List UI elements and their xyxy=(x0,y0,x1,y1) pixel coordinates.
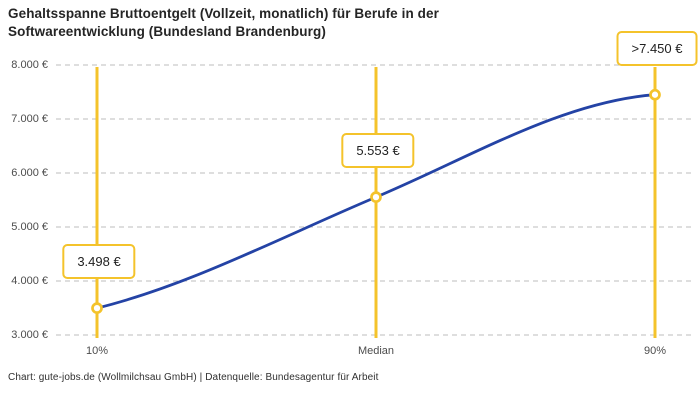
y-tick-label: 5.000 € xyxy=(11,221,48,233)
chart-title-line1: Gehaltsspanne Bruttoentgelt (Vollzeit, m… xyxy=(8,6,439,21)
chart-footer: Chart: gute-jobs.de (Wollmilchsau GmbH) … xyxy=(8,372,379,383)
data-point-marker xyxy=(91,302,103,314)
value-label-90: >7.450 € xyxy=(616,30,698,66)
y-tick-label: 3.000 € xyxy=(11,329,48,341)
data-point-marker xyxy=(649,88,661,101)
data-point-marker xyxy=(370,191,382,203)
y-tick-label: 8.000 € xyxy=(11,59,48,71)
chart-title-line2: Softwareentwicklung (Bundesland Brandenb… xyxy=(8,23,326,39)
chart-title: Gehaltsspanne Bruttoentgelt (Vollzeit, m… xyxy=(8,5,439,40)
y-tick-label: 6.000 € xyxy=(11,167,48,179)
x-tick-label: 10% xyxy=(85,345,109,357)
x-tick-label: Median xyxy=(357,345,395,357)
y-tick-label: 4.000 € xyxy=(11,275,48,287)
y-tick-label: 7.000 € xyxy=(11,113,48,125)
value-label-median: 5.553 € xyxy=(341,133,415,169)
value-label-10: 3.498 € xyxy=(62,244,136,280)
x-tick-label: 90% xyxy=(643,345,667,357)
